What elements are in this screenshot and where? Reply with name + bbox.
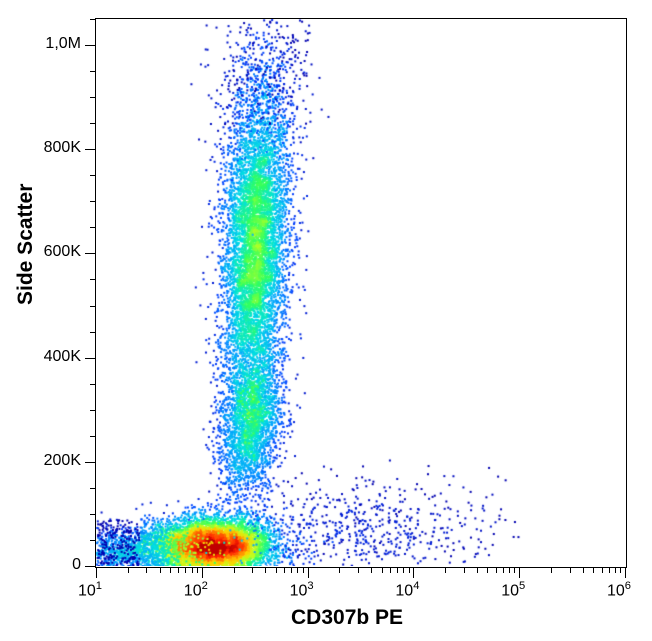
y-minor-tick [90, 201, 95, 202]
x-tick [202, 568, 203, 578]
x-minor-tick [252, 568, 253, 573]
x-minor-tick [284, 568, 285, 573]
x-minor-tick [358, 568, 359, 573]
x-minor-tick [170, 568, 171, 573]
x-tick-label: 106 [607, 580, 631, 600]
y-minor-tick [90, 71, 95, 72]
x-minor-tick [609, 568, 610, 573]
x-minor-tick [291, 568, 292, 573]
x-minor-tick [477, 568, 478, 573]
y-minor-tick [90, 227, 95, 228]
x-minor-tick [390, 568, 391, 573]
x-minor-tick [602, 568, 603, 573]
x-minor-tick [146, 568, 147, 573]
y-minor-tick [90, 488, 95, 489]
x-minor-tick [409, 568, 410, 573]
y-minor-tick [90, 410, 95, 411]
y-tick-label: 1,0M [45, 35, 81, 53]
x-minor-tick [514, 568, 515, 573]
y-tick [85, 253, 95, 254]
y-tick-label: 400K [44, 348, 81, 366]
x-tick-label: 105 [501, 580, 525, 600]
x-minor-tick [297, 568, 298, 573]
y-tick [85, 358, 95, 359]
y-minor-tick [90, 514, 95, 515]
y-tick [85, 566, 95, 567]
y-minor-tick [90, 19, 95, 20]
flow-cytometry-plot: Side Scatter CD307b PE 0 200K 400K 600K 800K… [0, 0, 652, 641]
x-minor-tick [487, 568, 488, 573]
x-minor-tick [464, 568, 465, 573]
x-minor-tick [160, 568, 161, 573]
x-minor-tick [371, 568, 372, 573]
x-tick-label: 103 [290, 580, 314, 600]
x-minor-tick [503, 568, 504, 573]
x-minor-tick [192, 568, 193, 573]
density-canvas [96, 19, 625, 566]
x-axis-title: CD307b PE [291, 606, 403, 630]
x-tick [625, 568, 626, 578]
x-minor-tick [303, 568, 304, 573]
x-minor-tick [403, 568, 404, 573]
y-tick-label: 600K [44, 243, 81, 261]
x-minor-tick [128, 568, 129, 573]
x-minor-tick [496, 568, 497, 573]
y-tick [85, 149, 95, 150]
x-tick [96, 568, 97, 578]
x-tick [519, 568, 520, 578]
y-minor-tick [90, 97, 95, 98]
x-minor-tick [382, 568, 383, 573]
y-minor-tick [90, 279, 95, 280]
y-minor-tick [90, 436, 95, 437]
y-axis-title: Side Scatter [14, 281, 38, 305]
x-minor-tick [445, 568, 446, 573]
x-tick [413, 568, 414, 578]
x-minor-tick [551, 568, 552, 573]
x-minor-tick [620, 568, 621, 573]
x-minor-tick [265, 568, 266, 573]
x-minor-tick [197, 568, 198, 573]
y-minor-tick [90, 306, 95, 307]
x-minor-tick [509, 568, 510, 573]
x-minor-tick [339, 568, 340, 573]
x-minor-tick [397, 568, 398, 573]
x-tick-label: 101 [78, 580, 102, 600]
x-tick [308, 568, 309, 578]
y-tick-label: 200K [44, 452, 81, 470]
y-tick [85, 45, 95, 46]
x-minor-tick [276, 568, 277, 573]
y-tick-label: 800K [44, 139, 81, 157]
x-minor-tick [234, 568, 235, 573]
y-minor-tick [90, 332, 95, 333]
y-minor-tick [90, 384, 95, 385]
x-minor-tick [570, 568, 571, 573]
x-minor-tick [593, 568, 594, 573]
y-tick [85, 462, 95, 463]
x-minor-tick [185, 568, 186, 573]
x-minor-tick [583, 568, 584, 573]
x-minor-tick [615, 568, 616, 573]
y-minor-tick [90, 123, 95, 124]
x-tick-label: 104 [395, 580, 419, 600]
plot-area [95, 18, 627, 568]
y-tick-label: 0 [72, 556, 81, 574]
y-minor-tick [90, 540, 95, 541]
x-tick-label: 102 [184, 580, 208, 600]
y-minor-tick [90, 175, 95, 176]
x-minor-tick [178, 568, 179, 573]
